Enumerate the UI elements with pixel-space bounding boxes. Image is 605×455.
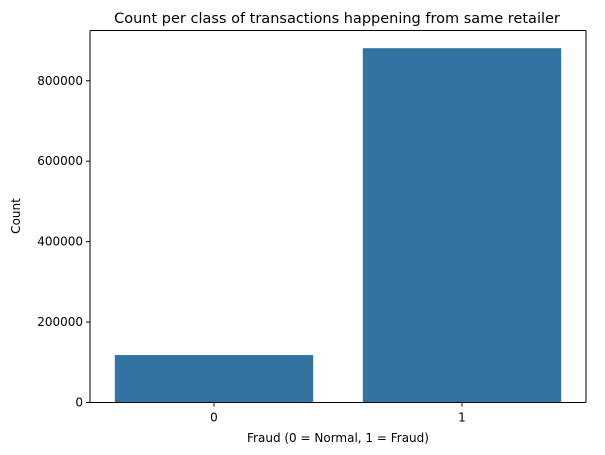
y-tick-label: 200000	[37, 315, 83, 329]
chart-title: Count per class of transactions happenin…	[114, 11, 560, 27]
bars-group	[114, 48, 562, 403]
y-tick-label: 600000	[37, 154, 83, 168]
y-tick-label: 400000	[37, 235, 83, 249]
x-tick-label-1: 1	[458, 411, 466, 425]
bar-1	[362, 48, 562, 403]
y-tick-label: 800000	[37, 74, 83, 88]
x-axis-label: Fraud (0 = Normal, 1 = Fraud)	[247, 431, 429, 445]
y-tick-label: 0	[75, 396, 83, 410]
y-axis-ticks: 0 200000 400000 600000 800000	[37, 74, 90, 410]
bar-0	[114, 355, 314, 403]
y-axis-label: Count	[9, 198, 23, 234]
x-tick-label-0: 0	[210, 411, 218, 425]
